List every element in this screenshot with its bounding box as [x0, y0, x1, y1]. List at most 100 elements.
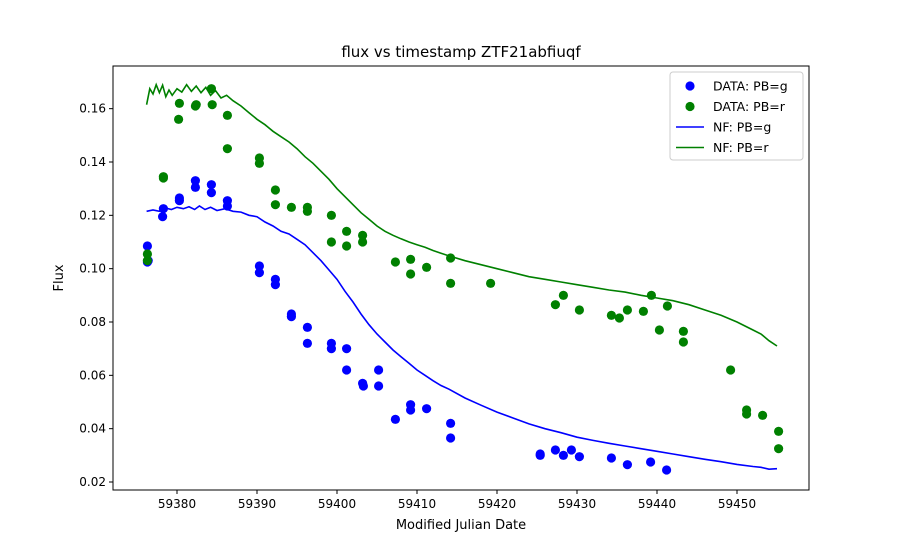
y-tick-label: 0.02	[79, 475, 106, 489]
series-nf-pb-r	[145, 82, 778, 347]
data-point	[774, 426, 784, 436]
data-point	[550, 445, 561, 455]
data-point	[550, 300, 561, 310]
y-tick-label: 0.06	[79, 368, 106, 382]
data-point	[342, 226, 352, 236]
data-point	[558, 290, 569, 300]
data-point	[158, 212, 168, 222]
data-point	[222, 144, 232, 154]
y-tick-label: 0.08	[79, 315, 106, 329]
data-point	[614, 313, 625, 323]
chart-title: flux vs timestamp ZTF21abfiuqf	[341, 43, 581, 61]
data-point	[574, 305, 585, 315]
data-point	[622, 305, 633, 315]
legend-box	[669, 71, 804, 161]
data-point	[142, 249, 152, 259]
data-point	[662, 465, 672, 475]
data-point	[358, 230, 368, 240]
data-point	[142, 256, 152, 266]
legend-label: DATA: PB=g	[713, 79, 788, 94]
data-point	[374, 365, 384, 375]
legend-label: DATA: PB=r	[713, 99, 786, 114]
data-point	[222, 110, 232, 120]
data-point	[191, 100, 201, 110]
data-point	[758, 410, 768, 420]
y-tick-label: 0.16	[79, 102, 106, 116]
x-tick-label: 59390	[238, 497, 276, 511]
data-point	[654, 325, 665, 335]
data-point	[606, 453, 617, 463]
series-data-pb-r	[142, 84, 784, 454]
data-point	[742, 409, 752, 419]
data-point	[535, 450, 545, 460]
data-point	[390, 414, 400, 424]
data-point	[190, 182, 200, 192]
data-point	[142, 241, 152, 251]
data-point	[174, 196, 184, 206]
data-point	[174, 98, 184, 108]
data-point	[302, 322, 312, 332]
data-point	[342, 344, 352, 354]
legend-label: NF: PB=r	[713, 140, 769, 155]
y-tick-label: 0.12	[79, 208, 106, 222]
x-tick-label: 59400	[318, 497, 356, 511]
data-point	[422, 262, 432, 272]
data-point	[422, 404, 432, 414]
y-axis: 0.02 0.04 0.06 0.08 0.10 0.12 0.14 0.16	[79, 102, 113, 489]
x-tick-label: 59430	[558, 497, 596, 511]
x-tick-label: 59410	[398, 497, 436, 511]
data-point	[622, 460, 633, 470]
series-data-pb-g	[142, 176, 672, 475]
data-point	[342, 365, 352, 375]
x-tick-label: 59450	[718, 497, 756, 511]
data-point	[207, 100, 217, 110]
plot-area	[142, 82, 784, 475]
data-point	[342, 241, 352, 251]
data-point	[678, 326, 689, 336]
data-point	[446, 278, 456, 288]
data-point	[566, 445, 577, 455]
data-point	[206, 188, 216, 198]
series-line	[145, 82, 778, 347]
data-point	[286, 312, 296, 322]
data-point	[286, 202, 296, 212]
series-line	[146, 205, 778, 471]
series-nf-pb-g	[146, 205, 778, 471]
data-point	[254, 261, 264, 271]
data-point	[326, 210, 336, 220]
plot-frame	[112, 65, 810, 491]
data-point	[190, 176, 200, 186]
data-point	[678, 337, 689, 347]
data-point	[646, 457, 656, 467]
data-point	[326, 237, 336, 247]
data-point	[726, 365, 736, 375]
data-point	[406, 269, 416, 279]
data-point	[638, 306, 649, 316]
data-point	[174, 114, 184, 124]
data-point	[558, 450, 569, 460]
legend: DATA: PB=g DATA: PB=r NF: PB=g NF: PB=r	[669, 71, 804, 161]
y-tick-label: 0.10	[79, 262, 106, 276]
x-axis: 59380 59390 59400 59410 59420 59430 59440 59450	[158, 490, 756, 511]
data-point	[406, 405, 416, 415]
data-point	[358, 381, 368, 391]
data-point	[206, 84, 216, 94]
data-point	[662, 301, 673, 311]
data-point	[270, 200, 280, 210]
x-axis-title: Modified Julian Date	[396, 518, 526, 533]
legend-marker-data-pb-r	[685, 101, 695, 112]
data-point	[646, 290, 657, 300]
x-tick-label: 59380	[158, 497, 196, 511]
data-point	[374, 381, 384, 391]
data-point	[486, 278, 496, 288]
data-point	[302, 338, 312, 348]
data-point	[254, 158, 264, 168]
data-point	[358, 237, 368, 247]
data-point	[270, 185, 280, 195]
data-point	[606, 310, 617, 320]
legend-label: NF: PB=g	[713, 120, 771, 135]
data-point	[446, 418, 456, 428]
y-tick-label: 0.14	[79, 155, 106, 169]
